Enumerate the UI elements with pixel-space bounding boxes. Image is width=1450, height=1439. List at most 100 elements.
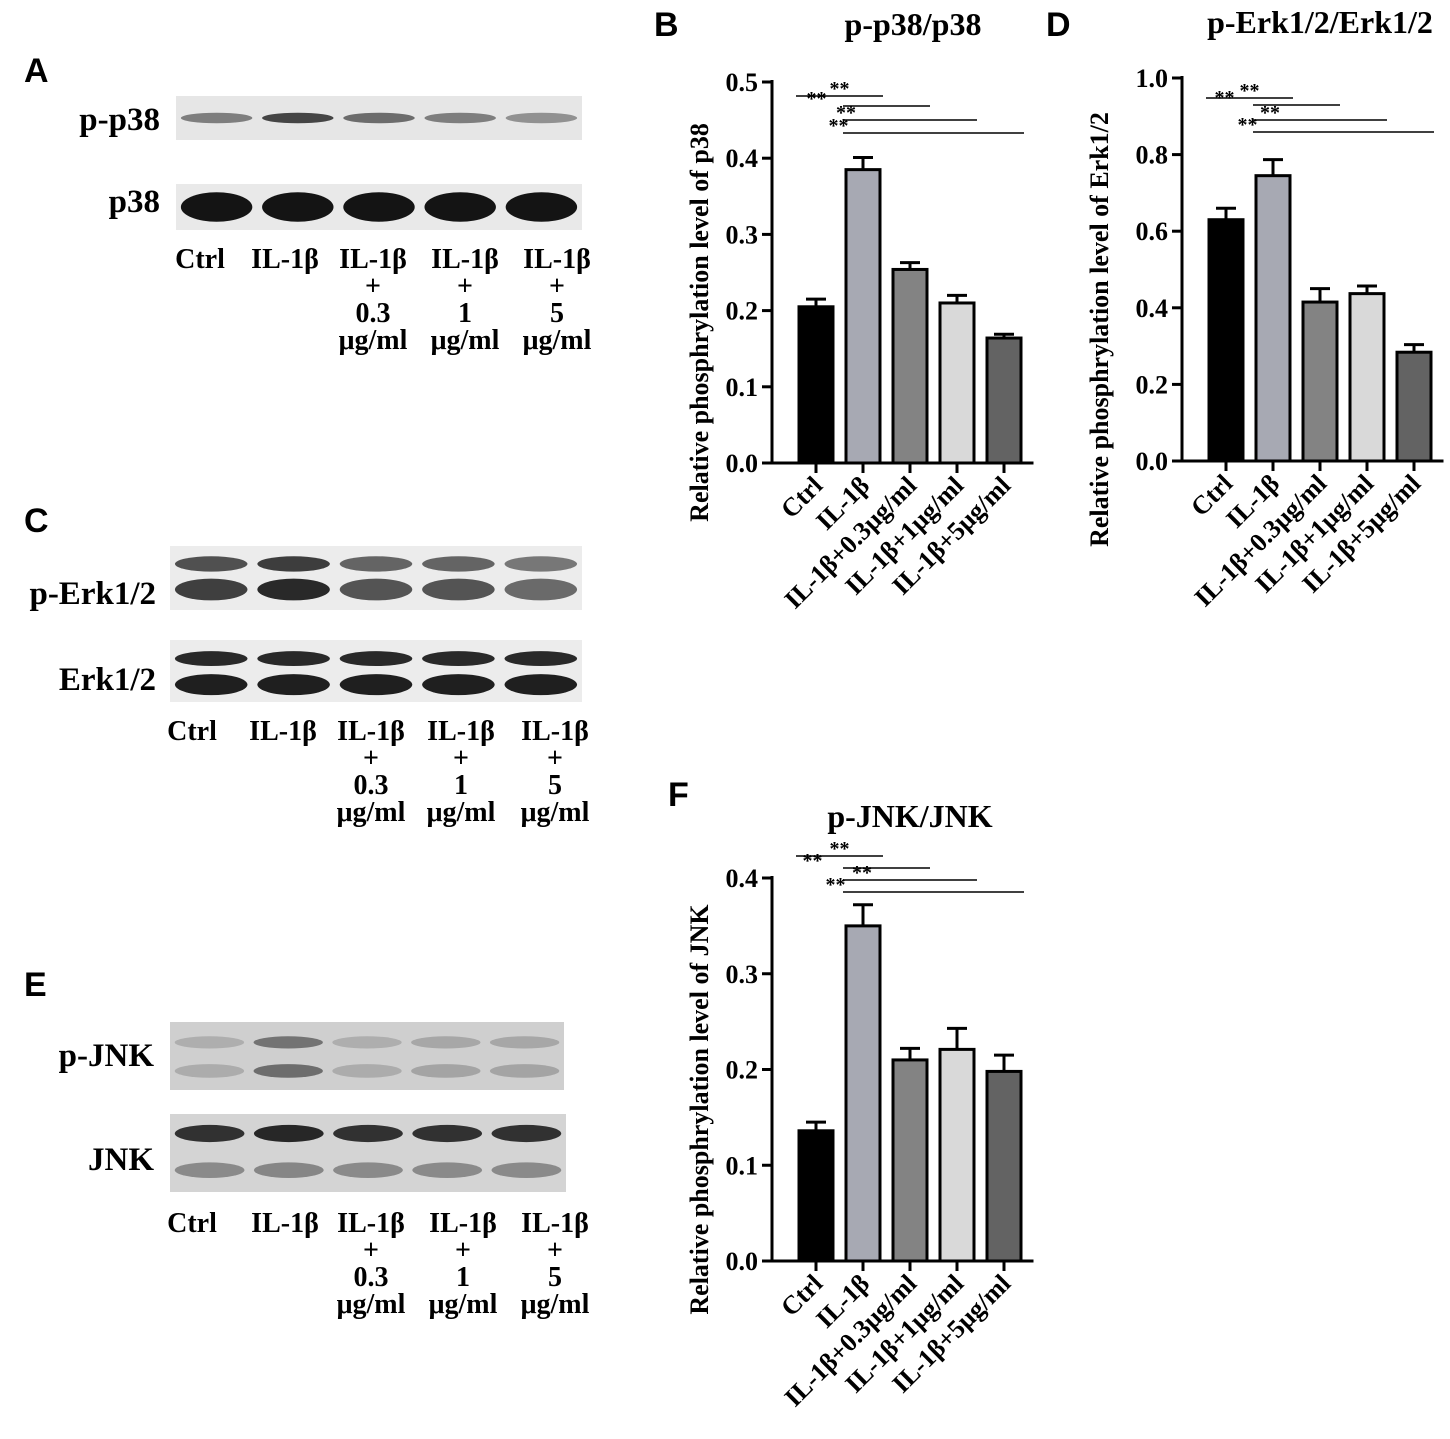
band <box>174 674 248 696</box>
band <box>504 674 578 696</box>
bar <box>844 924 882 1263</box>
band <box>422 674 495 696</box>
band <box>411 1064 481 1078</box>
band <box>343 192 415 222</box>
y-tick-label: 0.6 <box>1136 217 1169 246</box>
bar <box>797 305 835 465</box>
blot-c-row-label-erk: Erk1/2 <box>58 662 156 698</box>
blot-a-lane-label: IL-1β + 5 μg/ml <box>522 244 592 356</box>
band <box>262 112 334 124</box>
blot-a-lane-label: Ctrl <box>175 244 225 275</box>
y-tick-label: 0.1 <box>726 1151 759 1180</box>
y-tick-label: 0.3 <box>726 960 759 989</box>
y-tick-label: 0.0 <box>726 1247 759 1276</box>
band <box>504 651 578 667</box>
panel-letter-f: F <box>668 776 689 814</box>
chart-title: p-p38/p38 <box>845 6 982 42</box>
chart-b: p-p38/p38 Relative phosphrylation level o… <box>685 6 1034 614</box>
y-tick-label: 1.0 <box>1136 64 1169 93</box>
bar <box>1254 174 1292 463</box>
significance-label: ** <box>1260 102 1280 124</box>
significance-label: ** <box>830 838 850 860</box>
blot-e-membrane-jnk <box>170 1114 566 1192</box>
band <box>253 1162 324 1178</box>
band <box>257 674 330 696</box>
chart-d: p-Erk1/2/Erk1/2 Relative phosphrylation l… <box>1085 4 1444 612</box>
significance-label: ** <box>807 88 827 110</box>
y-tick-label: 0.2 <box>1136 370 1169 399</box>
bar <box>844 168 882 465</box>
bar <box>938 1047 976 1263</box>
blot-a-row-label-p-p38: p-p38 <box>79 102 160 138</box>
chart-title: p-Erk1/2/Erk1/2 <box>1207 4 1433 40</box>
significance-label: ** <box>830 78 850 100</box>
y-tick-label: 0.8 <box>1136 141 1169 170</box>
band <box>411 1036 481 1049</box>
band <box>422 578 495 601</box>
bar <box>1301 300 1339 463</box>
blot-a-membrane-p-p38 <box>176 96 582 140</box>
blot-e-membrane-p-jnk <box>170 1022 564 1090</box>
band <box>339 578 413 601</box>
significance-label: ** <box>1238 114 1258 136</box>
significance-label: ** <box>1240 80 1260 102</box>
blot-e-lane-label: IL-1β + 1 μg/ml <box>428 1208 498 1320</box>
band <box>339 651 413 667</box>
chart-title: p-JNK/JNK <box>827 798 992 834</box>
bar <box>985 336 1023 465</box>
bar <box>1395 350 1433 463</box>
y-tick-label: 0.2 <box>726 1056 759 1085</box>
blot-c-membrane-erk <box>170 640 582 702</box>
band <box>174 1124 245 1143</box>
band <box>180 112 253 124</box>
panel-letter-e: E <box>24 966 47 1004</box>
significance-label: ** <box>829 115 849 137</box>
band <box>253 1124 324 1143</box>
band <box>424 192 496 222</box>
band <box>332 1036 402 1049</box>
band <box>504 578 578 601</box>
band <box>489 1064 560 1078</box>
significance-label: ** <box>1215 87 1235 109</box>
blot-e-lane-label: IL-1β <box>251 1208 319 1239</box>
blot-c-lane-label: IL-1β + 1 μg/ml <box>426 716 496 828</box>
band <box>505 112 578 124</box>
band <box>343 112 415 124</box>
band <box>332 1064 402 1078</box>
bar <box>1207 218 1245 463</box>
band <box>412 1162 483 1178</box>
band <box>257 556 330 572</box>
y-axis-label: Relative phosphrylation level of p38 <box>685 123 714 522</box>
blot-e-lane-label: Ctrl <box>167 1208 217 1239</box>
band <box>253 1064 323 1078</box>
panel-letter-b: B <box>654 6 679 44</box>
membrane-background <box>170 1022 564 1090</box>
band <box>257 578 330 601</box>
blot-c-lane-label: IL-1β <box>249 716 317 747</box>
panel-letter-d: D <box>1046 6 1071 44</box>
y-axis-label: Relative phosphrylation level of Erk1/2 <box>1085 112 1114 547</box>
band <box>504 556 578 572</box>
band <box>412 1124 483 1143</box>
blot-a-row-label-p38: p38 <box>108 184 160 220</box>
band <box>489 1036 560 1049</box>
bar <box>985 1069 1023 1263</box>
band <box>262 192 334 222</box>
membrane-background <box>170 546 582 610</box>
band <box>174 1036 245 1049</box>
band <box>333 1162 403 1178</box>
bar <box>891 267 929 465</box>
blot-a-lane-label: IL-1β + 0.3 μg/ml <box>338 244 408 356</box>
panel-letter-a: A <box>24 52 49 90</box>
band <box>180 192 253 222</box>
blot-c-lane-label: IL-1β + 5 μg/ml <box>520 716 590 828</box>
y-tick-label: 0.5 <box>726 68 759 97</box>
significance-label: ** <box>826 874 846 896</box>
band <box>339 556 413 572</box>
band <box>491 1124 562 1143</box>
bar <box>797 1129 835 1263</box>
y-tick-label: 0.1 <box>726 373 759 402</box>
band <box>174 556 248 572</box>
bar <box>891 1058 929 1263</box>
significance-label: ** <box>803 850 823 872</box>
